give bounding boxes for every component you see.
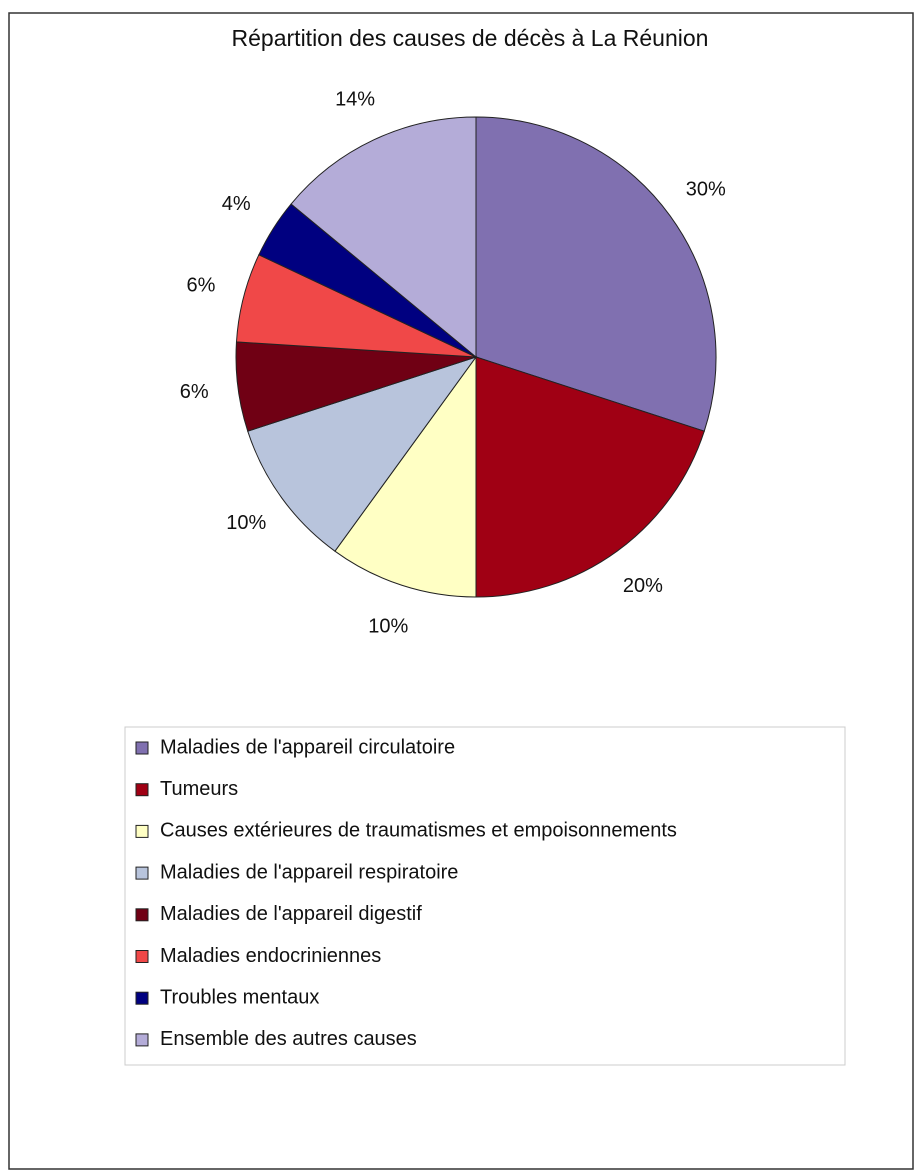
legend-swatch (135, 824, 149, 838)
chart-title: Répartition des causes de décès à La Réu… (232, 25, 709, 51)
legend-label: Maladies de l'appareil circulatoire (160, 736, 455, 758)
legend-swatch (135, 1033, 149, 1047)
data-label: 6% (180, 381, 209, 403)
chart-frame (8, 12, 914, 1170)
data-label: 4% (222, 193, 251, 215)
legend-label: Maladies de l'appareil respiratoire (160, 861, 458, 883)
data-label: 6% (186, 275, 215, 297)
legend-label: Ensemble des autres causes (160, 1028, 417, 1050)
pie-slice (334, 355, 477, 598)
legend-box (124, 726, 846, 1066)
pie-slice (475, 116, 717, 432)
data-label: 10% (368, 615, 408, 637)
data-label: 20% (623, 575, 663, 597)
legend-swatch (135, 908, 149, 922)
legend-swatch (135, 991, 149, 1005)
legend-swatch (135, 950, 149, 963)
legend-label: Tumeurs (160, 778, 238, 800)
data-label: 10% (226, 512, 266, 534)
legend-swatch (135, 783, 149, 797)
legend-label: Maladies endocriniennes (160, 945, 381, 967)
legend-label: Maladies de l'appareil digestif (160, 903, 422, 925)
data-label: 14% (335, 88, 375, 110)
data-label: 30% (686, 178, 726, 200)
legend-label: Troubles mentaux (160, 986, 319, 1008)
pie-slice (475, 356, 705, 598)
legend-swatch (135, 741, 149, 755)
legend-swatch (135, 866, 149, 880)
pie-slice (247, 356, 478, 552)
legend-label: Causes extérieures de traumatismes et em… (160, 820, 677, 842)
pie-slice (290, 116, 477, 359)
